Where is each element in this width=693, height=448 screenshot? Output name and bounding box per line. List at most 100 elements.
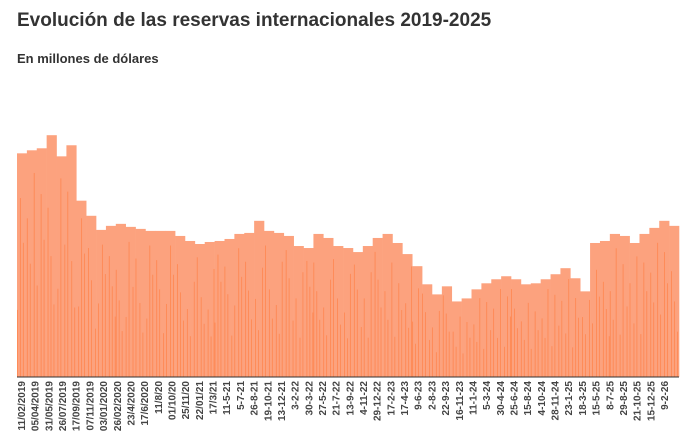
bar [145,230,156,377]
bar-stripe [177,264,178,377]
bar [273,232,285,377]
bar-stripe [149,245,151,377]
bar-stripe [118,300,120,377]
x-tick-label: 30-4-24 [496,381,507,416]
x-tick-label: 16-11-23 [455,381,466,421]
x-tick-label: 23/4/2020 [126,381,137,426]
bar-stripe [108,256,110,377]
bar-stripe [101,244,103,377]
bar-stripe [248,290,250,377]
bar [96,229,107,377]
bar [204,241,215,377]
bar-stripe [558,325,560,377]
bar [234,233,245,377]
bar-stripe [200,297,202,377]
bar-stripe [217,254,219,377]
bar-stripe [523,339,525,377]
bar-stripe [302,272,304,377]
bar-stripe [152,274,154,377]
bar-stripe [227,294,229,377]
bar-stripe [224,266,226,377]
bar-stripe [469,337,471,377]
x-tick-label: 17/09/2019 [72,381,83,431]
bar-stripe [445,313,447,377]
x-tick-label: 17-2-23 [386,381,397,416]
x-tick-label: 01/10/20 [167,381,178,420]
x-tick-label: 03/01/2020 [99,381,110,431]
bar-stripe [612,319,614,377]
bar-stripe [111,286,113,377]
bar-stripe [391,262,393,377]
x-tick-label: 26/07/2019 [58,381,69,431]
bar-stripe [29,263,31,377]
bar [352,252,364,377]
bar-stripe [363,298,365,377]
bar-stripe [565,333,567,377]
bar-stripe [319,319,321,377]
bar-stripe [520,321,522,377]
bar-stripe [104,274,106,377]
bar [520,284,532,377]
bar-stripe [278,333,280,377]
bar [125,226,136,377]
x-tick-label: 15-5-25 [592,381,603,416]
bar-stripe [643,262,645,377]
bar-stripe [288,278,290,377]
bar-stripe [534,311,536,377]
bar-stripe [572,347,574,377]
bar-stripe [128,241,130,377]
bar-stripe [646,291,648,377]
bar-stripe [609,291,611,377]
x-tick-label: 22-9-23 [441,381,452,416]
x-tick-label: 30-3-22 [304,381,315,416]
bar-stripe [412,321,414,377]
bar-stripe [33,172,35,377]
bar-stripe [139,302,141,377]
bar-stripe [561,300,563,377]
bar-stripe [312,312,314,377]
bar-stripe [309,286,311,377]
x-tick-label: 17-4-23 [400,381,411,416]
bar-stripe [316,291,318,377]
x-tick-label: 13-9-22 [345,381,356,416]
bar-stripe [527,302,529,377]
bar-stripe [589,299,590,377]
bar [224,238,235,377]
bar-stripe [340,324,341,377]
bar-stripe [493,308,495,377]
bar [293,246,304,377]
chart-title: Evolución de las reservas internacionale… [17,10,492,31]
bar-stripe [281,261,283,377]
bar-stripe [74,307,76,377]
bar-stripe [415,343,416,377]
bar [422,284,433,377]
bar-stripe [448,331,450,377]
bar-stripe [95,328,96,377]
bar-stripe [479,298,481,377]
bar-stripe [367,337,369,377]
x-tick-label: 5-3-24 [482,381,493,410]
bar-stripe [530,348,532,377]
bar-stripe [667,283,668,377]
bar-stripe [349,273,351,377]
bar-stripe [497,337,498,377]
bar-stripe [214,322,216,377]
bar-stripe [640,334,642,377]
x-tick-label: 19-10-21 [263,381,274,421]
bar [105,225,117,377]
bar-stripe [347,338,348,377]
bar-stripe [442,295,444,377]
bar-stripe [619,334,621,377]
bar [303,248,314,377]
bar-stripe [36,285,38,377]
bar-stripe [299,337,301,377]
bar [254,220,265,377]
bar [550,274,561,377]
bar-stripe [425,312,426,377]
bar-stripe [142,332,144,377]
bar-stripe [431,327,433,377]
bar [214,240,225,377]
bar-stripe [422,293,423,377]
bar-stripe [26,218,28,377]
